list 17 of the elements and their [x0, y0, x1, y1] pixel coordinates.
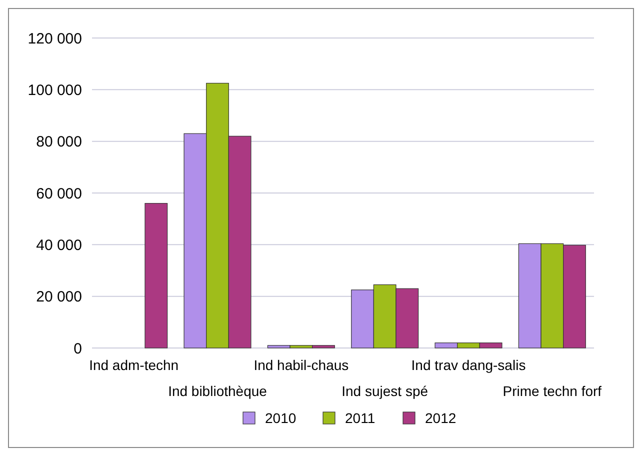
x-tick-label: Ind adm-techn: [89, 357, 179, 373]
y-tick-label: 20 000: [36, 288, 82, 306]
y-tick-label: 60 000: [36, 185, 82, 202]
legend-label: 2010: [265, 410, 296, 426]
y-tick-label: 40 000: [36, 236, 82, 254]
x-tick-label: Ind trav dang-salis: [411, 357, 526, 373]
bar: [144, 203, 168, 348]
x-tick-label: Ind sujest spé: [342, 383, 428, 399]
y-tick-label: 0: [74, 340, 82, 358]
y-tick-label: 100 000: [28, 82, 82, 99]
x-tick-label: Ind bibliothèque: [168, 383, 268, 399]
legend-label: 2011: [345, 410, 376, 426]
y-tick-label: 80 000: [36, 134, 82, 151]
legend-label: 2012: [425, 410, 456, 426]
y-tick-label: 120 000: [28, 30, 82, 48]
x-tick-label: Ind habil-chaus: [254, 357, 349, 373]
x-tick-label: Prime techn forf: [502, 383, 602, 399]
